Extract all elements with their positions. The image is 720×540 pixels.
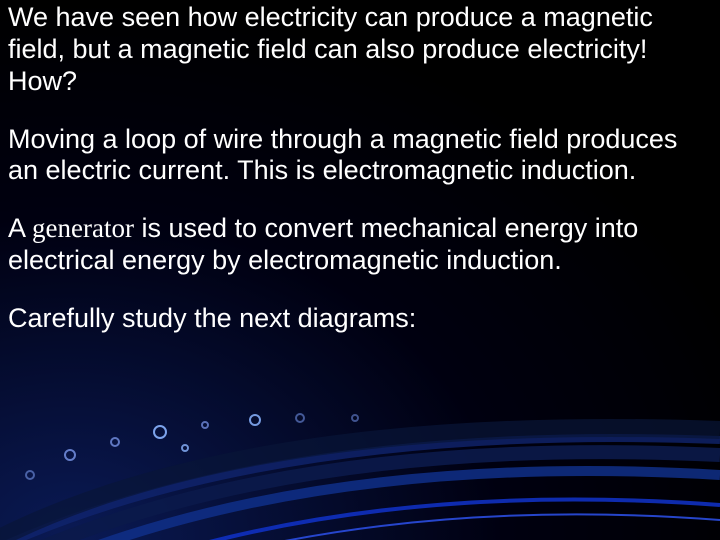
paragraph-intro: We have seen how electricity can produce… bbox=[8, 2, 712, 98]
paragraph-induction: Moving a loop of wire through a magnetic… bbox=[8, 124, 712, 188]
paragraph-generator: A generator is used to convert mechanica… bbox=[8, 213, 712, 277]
slide-content: We have seen how electricity can produce… bbox=[0, 0, 720, 335]
text-a: A bbox=[8, 213, 32, 243]
paragraph-study: Carefully study the next diagrams: bbox=[8, 303, 712, 335]
slide: We have seen how electricity can produce… bbox=[0, 0, 720, 540]
generator-term: generator bbox=[32, 213, 134, 243]
